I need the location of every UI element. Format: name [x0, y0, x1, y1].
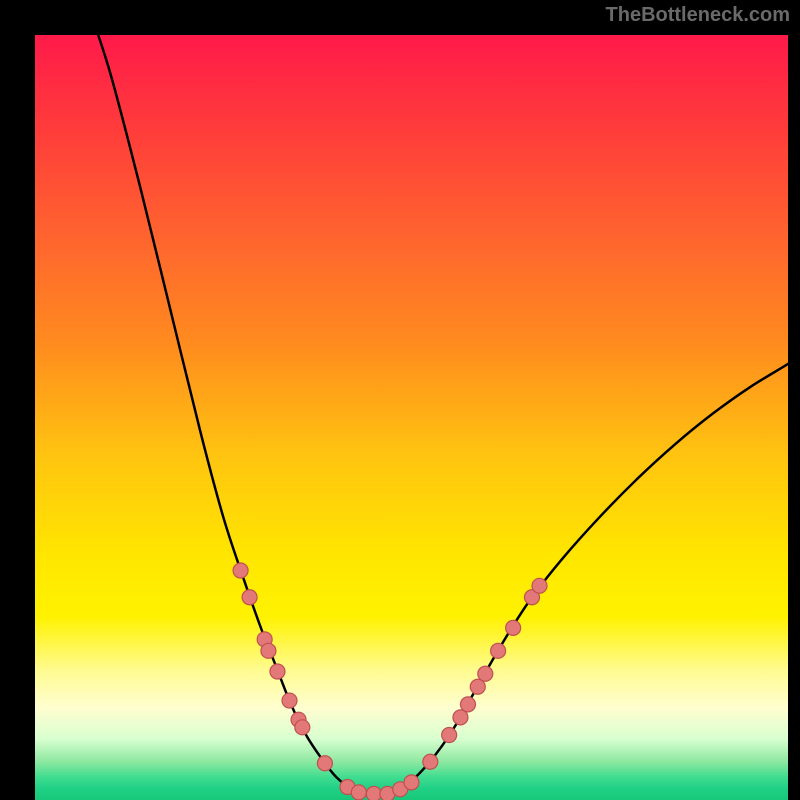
marker-point [532, 578, 547, 593]
watermark-text: TheBottleneck.com [606, 4, 790, 27]
marker-point [317, 756, 332, 771]
marker-point [366, 786, 381, 800]
chart-svg [35, 35, 788, 800]
plot-area [35, 35, 788, 800]
marker-point [270, 664, 285, 679]
marker-point [351, 785, 366, 800]
marker-point [233, 563, 248, 578]
marker-point [491, 643, 506, 658]
gradient-background [35, 35, 788, 800]
marker-point [282, 693, 297, 708]
marker-point [442, 727, 457, 742]
marker-point [242, 590, 257, 605]
marker-point [460, 697, 475, 712]
marker-point [261, 643, 276, 658]
marker-point [423, 754, 438, 769]
marker-point [478, 666, 493, 681]
marker-point [295, 720, 310, 735]
marker-point [506, 620, 521, 635]
marker-point [404, 775, 419, 790]
